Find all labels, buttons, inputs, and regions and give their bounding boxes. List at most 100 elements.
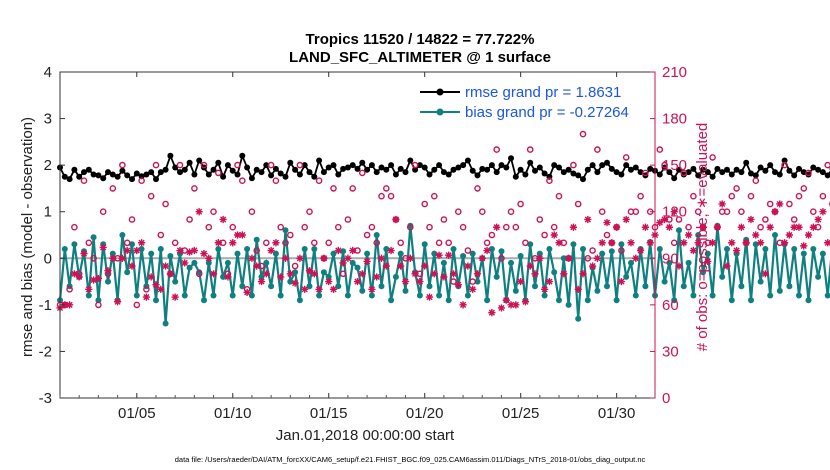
rmse-point: [330, 162, 337, 169]
evaluated-point: [128, 262, 136, 270]
right-tick-label: 60: [662, 297, 679, 314]
rmse-point: [364, 166, 371, 173]
rmse-point: [114, 173, 121, 180]
bias-point: [167, 253, 174, 259]
possible-point: [382, 185, 390, 192]
bias-point: [426, 283, 433, 290]
possible-point: [642, 169, 649, 177]
possible-point: [474, 185, 481, 192]
possible-point: [622, 154, 630, 161]
possible-point: [310, 239, 318, 247]
evaluated-point: [277, 273, 285, 281]
rmse-point: [258, 169, 265, 176]
rmse-point: [162, 166, 169, 173]
bias-point: [728, 297, 735, 304]
bias-point: [570, 241, 577, 248]
bias-point: [498, 248, 505, 255]
x-tick-label: 01/05: [118, 405, 156, 422]
evaluated-point: [483, 246, 491, 255]
rmse-point: [580, 176, 586, 183]
evaluated-point: [713, 223, 721, 231]
rmse-point: [292, 166, 299, 173]
rmse-point: [119, 167, 126, 174]
rmse-point: [733, 166, 740, 173]
rmse-point: [469, 167, 476, 174]
rmse-point: [349, 162, 356, 169]
rmse-point: [172, 164, 179, 171]
rmse-point: [464, 157, 471, 164]
evaluated-point: [512, 301, 520, 309]
possible-point: [344, 216, 352, 223]
possible-point: [594, 146, 601, 153]
bias-point: [105, 278, 111, 285]
rmse-point: [796, 165, 802, 172]
rmse-point: [368, 162, 375, 169]
rmse-point: [340, 165, 347, 172]
evaluated-point: [185, 248, 194, 256]
possible-point: [800, 185, 808, 192]
rmse-point: [498, 162, 505, 169]
possible-point: [214, 169, 222, 177]
bias-point: [109, 250, 116, 257]
rmse-point: [575, 172, 582, 179]
possible-point: [368, 223, 376, 231]
rmse-point: [316, 157, 323, 164]
possible-point: [738, 208, 745, 215]
rmse-point: [488, 162, 495, 169]
evaluated-point: [454, 281, 462, 289]
possible-point: [450, 278, 457, 285]
bias-point: [186, 264, 193, 271]
possible-point: [685, 223, 692, 231]
possible-point: [512, 223, 520, 231]
bias-point: [330, 250, 337, 257]
rmse-point: [181, 166, 188, 173]
rmse-point: [105, 169, 111, 176]
series-evaluated: [56, 200, 830, 317]
evaluated-point: [325, 277, 333, 286]
evaluated-point: [123, 246, 131, 255]
evaluated-point: [257, 277, 266, 286]
rmse-point: [757, 164, 764, 171]
bias-point: [220, 273, 227, 280]
rmse-point: [724, 166, 730, 173]
possible-point: [238, 177, 246, 184]
legend-bias-marker: [436, 108, 444, 116]
possible-point: [286, 231, 294, 239]
data-file-footer: data file: /Users/raeder/DAI/ATM_forcXX/…: [175, 455, 646, 464]
evaluated-point: [776, 200, 784, 208]
evaluated-point: [584, 215, 592, 224]
evaluated-point: [190, 246, 198, 255]
y-tick-label: 0: [44, 250, 52, 267]
possible-point: [95, 301, 102, 309]
evaluated-point: [219, 215, 227, 224]
rmse-point: [205, 171, 212, 178]
possible-point: [358, 169, 366, 177]
evaluated-point: [449, 270, 458, 278]
rmse-point: [215, 159, 222, 166]
bias-point: [772, 232, 778, 238]
evaluated-point: [157, 285, 165, 293]
rmse-point: [805, 171, 812, 178]
evaluated-point: [675, 262, 683, 270]
bias-point: [124, 269, 131, 276]
bias-point: [666, 259, 673, 266]
legend-rmse-marker: [436, 88, 444, 96]
series-rmse: [57, 152, 830, 183]
possible-point: [248, 208, 256, 215]
bias-point: [172, 278, 179, 285]
evaluated-point: [680, 239, 688, 247]
evaluated-point: [233, 231, 242, 239]
possible-point: [589, 247, 596, 254]
possible-point: [330, 185, 337, 192]
rmse-point: [613, 169, 620, 176]
right-tick-label: 0: [662, 390, 670, 407]
rmse-point: [752, 172, 759, 179]
possible-point: [690, 192, 697, 200]
rmse-point: [440, 169, 447, 176]
possible-point: [550, 223, 558, 231]
possible-point: [781, 161, 788, 169]
x-tick-label: 01/20: [406, 405, 444, 422]
right-tick-label: 90: [662, 250, 679, 267]
evaluated-point: [281, 254, 290, 262]
evaluated-point: [296, 254, 304, 262]
